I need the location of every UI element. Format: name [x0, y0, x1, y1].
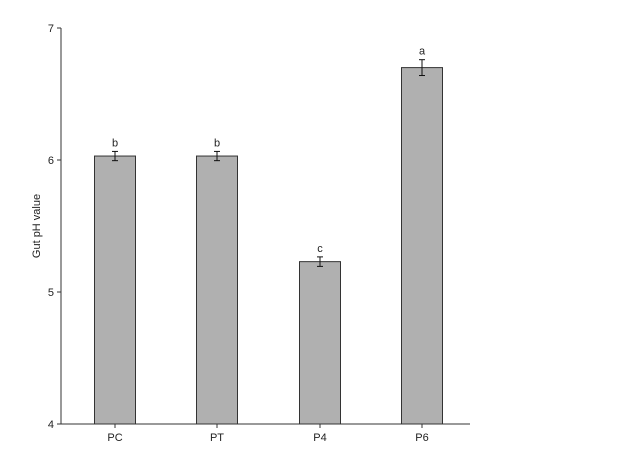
x-tick-label: PT	[210, 432, 224, 444]
bar-p6	[401, 67, 443, 425]
y-axis-label: Gut pH value	[31, 194, 43, 258]
x-tick-label: PC	[107, 432, 122, 444]
y-tick-label: 4	[48, 419, 54, 431]
y-tick-label: 5	[48, 287, 54, 299]
bar-pt	[196, 155, 238, 425]
bar-p4	[299, 261, 341, 425]
x-tick-label: P6	[415, 432, 428, 444]
y-tick-label: 6	[48, 155, 54, 167]
significance-letter: c	[317, 243, 323, 255]
significance-letter: b	[112, 137, 118, 149]
bar-pc	[94, 155, 136, 425]
x-tick-label: P4	[313, 432, 326, 444]
significance-letter: a	[419, 46, 426, 58]
significance-letter: b	[214, 137, 220, 149]
y-tick-label: 7	[48, 23, 54, 35]
